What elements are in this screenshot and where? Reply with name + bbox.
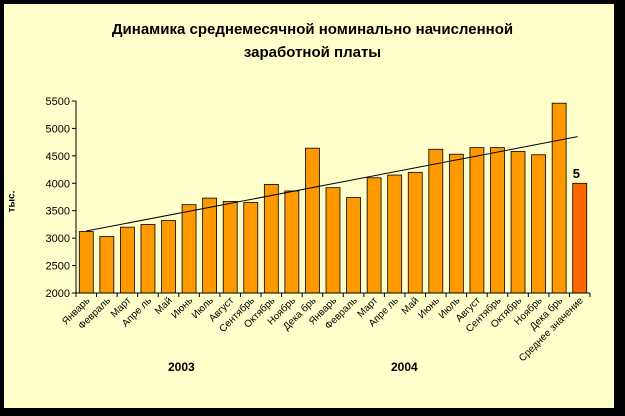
trend-line: [86, 136, 578, 232]
y-tick-label: 2000: [46, 288, 70, 300]
y-tick-label: 4000: [46, 178, 70, 190]
annotation-label: 5: [573, 166, 580, 181]
y-tick-label: 3500: [46, 206, 70, 218]
bar-5: [181, 204, 197, 294]
bar-10: [284, 190, 300, 294]
y-tick-label: 4500: [46, 151, 70, 163]
bar-7: [222, 200, 238, 294]
y-tick-label: 3000: [46, 233, 70, 245]
bar-14: [366, 177, 382, 294]
y-tick-label: 5000: [46, 123, 70, 135]
year-label-2003: 2003: [168, 360, 195, 374]
bar-4: [161, 220, 176, 294]
bar-9: [263, 183, 279, 294]
y-tick-label: 5500: [46, 96, 70, 108]
bar-1: [99, 236, 115, 294]
bar-0: [78, 231, 94, 294]
bar-21: [510, 151, 526, 294]
bar-12: [325, 187, 341, 294]
bar-13: [346, 197, 361, 294]
bar-11: [305, 147, 320, 294]
bar-20: [490, 147, 505, 294]
bar-2: [120, 226, 135, 294]
bar-23: [551, 102, 567, 294]
bar-19: [469, 147, 485, 294]
bar-18: [448, 153, 464, 294]
bar-3: [140, 224, 156, 294]
bar-17: [428, 148, 444, 294]
bar-8: [243, 202, 259, 294]
bar-22: [531, 154, 546, 294]
x-tick-label: Июнь: [416, 295, 442, 321]
x-tick-label: Июнь: [169, 295, 195, 321]
y-tick-label: 2500: [46, 261, 70, 273]
year-label-2004: 2004: [391, 360, 418, 374]
bar-15: [387, 174, 403, 294]
bar-16: [407, 171, 423, 294]
bar-24: [572, 182, 588, 294]
chart-title: Динамика среднемесячной номинально начис…: [111, 21, 514, 61]
bar-6: [202, 197, 218, 294]
